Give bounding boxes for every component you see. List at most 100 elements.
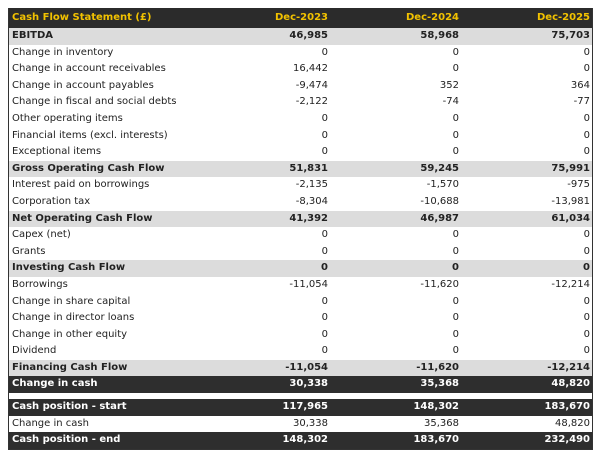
row-label: Change in cash: [12, 417, 89, 429]
row-value: 75,703: [551, 30, 590, 41]
row-label: Change in director loans: [12, 312, 135, 324]
row-label: Change in share capital: [12, 295, 131, 307]
table-row: Change in share capital 0 0 0: [9, 294, 592, 311]
row-value: 0: [583, 295, 590, 307]
table-row: Change in inventory 0 0 0: [9, 45, 592, 62]
row-value: 183,670: [544, 401, 590, 413]
column-header: Dec-2025: [537, 12, 590, 23]
row-label: Net Operating Cash Flow: [12, 212, 153, 224]
table-row: Corporation tax -8,304 -10,688 -13,981: [9, 194, 592, 211]
row-value: 0: [321, 328, 328, 340]
table-row: Financial items (excl. interests) 0 0 0: [9, 128, 592, 145]
table-header: Cash Flow Statement (£) Dec-2023 Dec-202…: [9, 8, 592, 28]
subtotal-row: Financing Cash Flow -11,054 -11,620 -12,214: [9, 359, 592, 377]
row-value: 0: [452, 112, 459, 124]
row-value: 48,820: [551, 378, 590, 390]
table-row: Borrowings -11,054 -11,620 -12,214: [9, 277, 592, 294]
row-label: Capex (net): [12, 229, 71, 241]
table-row: Exceptional items 0 0 0: [9, 144, 592, 161]
row-label: Borrowings: [12, 278, 68, 290]
row-value: 183,670: [413, 434, 459, 446]
row-value: 0: [452, 262, 459, 274]
row-value: -77: [573, 96, 590, 108]
row-label: Change in other equity: [12, 328, 128, 340]
row-value: 35,368: [420, 378, 459, 390]
row-value: 0: [321, 146, 328, 158]
row-value: 0: [321, 112, 328, 124]
row-label: Exceptional items: [12, 146, 102, 158]
row-label: Dividend: [12, 345, 57, 357]
total-row: Change in cash 30,338 35,368 48,820: [9, 376, 592, 394]
row-value: 75,991: [551, 162, 590, 174]
row-value: 0: [452, 146, 459, 158]
row-label: Change in fiscal and social debts: [12, 96, 177, 108]
row-label: Financial items (excl. interests): [12, 129, 168, 141]
row-value: 0: [452, 229, 459, 241]
row-value: 0: [583, 345, 590, 357]
row-value: 0: [583, 112, 590, 124]
subtotal-row: Net Operating Cash Flow 41,392 46,987 61,03…: [9, 210, 592, 228]
row-value: -2,135: [295, 179, 328, 191]
table-title: Cash Flow Statement (£): [12, 12, 152, 23]
row-value: -13,981: [551, 195, 590, 207]
row-value: 0: [452, 295, 459, 307]
row-value: -8,304: [295, 195, 328, 207]
subtotal-row: Investing Cash Flow 0 0 0: [9, 260, 592, 277]
row-value: 0: [583, 129, 590, 141]
row-value: 117,965: [282, 401, 328, 413]
row-label: Corporation tax: [12, 195, 91, 207]
row-value: 0: [321, 245, 328, 257]
row-value: 232,490: [544, 434, 590, 446]
row-label: Investing Cash Flow: [12, 262, 126, 274]
row-value: 30,338: [289, 378, 328, 390]
row-label: Financing Cash Flow: [12, 361, 128, 373]
row-value: 41,392: [289, 212, 328, 224]
row-value: -2,122: [295, 96, 328, 108]
row-label: Interest paid on borrowings: [12, 179, 150, 191]
row-value: 0: [452, 245, 459, 257]
row-value: 51,831: [289, 162, 328, 174]
row-value: 0: [583, 46, 590, 58]
row-value: 352: [439, 79, 459, 91]
row-value: 58,968: [420, 30, 459, 41]
row-value: -11,054: [285, 361, 328, 373]
table-row: Grants 0 0 0: [9, 244, 592, 261]
row-value: 0: [452, 328, 459, 340]
row-value: 46,987: [420, 212, 459, 224]
row-label: Change in inventory: [12, 46, 114, 58]
row-value: -975: [567, 179, 590, 191]
row-value: -9,474: [295, 79, 328, 91]
row-value: 0: [583, 63, 590, 75]
row-value: 0: [321, 262, 328, 274]
row-value: 0: [321, 345, 328, 357]
row-value: 30,338: [293, 417, 328, 429]
row-value: 0: [321, 229, 328, 241]
total-row: Cash position - end 148,302 183,670 232,490: [9, 432, 592, 449]
row-label: Other operating items: [12, 112, 123, 124]
row-value: 0: [583, 229, 590, 241]
table-row: Interest paid on borrowings -2,135 -1,570 -…: [9, 177, 592, 194]
row-label: EBITDA: [12, 30, 54, 41]
table-row: Change in account payables -9,474 352 364: [9, 78, 592, 95]
row-value: 35,368: [424, 417, 459, 429]
row-value: -11,054: [289, 278, 328, 290]
row-label: Gross Operating Cash Flow: [12, 162, 165, 174]
row-value: 0: [321, 295, 328, 307]
row-value: 0: [583, 146, 590, 158]
row-label: Cash position - start: [12, 401, 127, 413]
row-label: Grants: [12, 245, 46, 257]
table-row: Change in cash 30,338 35,368 48,820: [9, 416, 592, 433]
row-value: 16,442: [293, 63, 328, 75]
table-row: Change in account receivables 16,442 0 0: [9, 61, 592, 78]
table-row: Other operating items 0 0 0: [9, 111, 592, 128]
row-value: 48,820: [555, 417, 590, 429]
row-label: Cash position - end: [12, 434, 121, 446]
row-value: 0: [452, 129, 459, 141]
row-value: 0: [321, 129, 328, 141]
row-value: -11,620: [416, 361, 459, 373]
row-value: -11,620: [420, 278, 459, 290]
table-row: Dividend 0 0 0: [9, 343, 592, 360]
row-label: Change in account receivables: [12, 63, 166, 75]
column-header: Dec-2023: [275, 12, 328, 23]
row-value: 0: [452, 312, 459, 324]
